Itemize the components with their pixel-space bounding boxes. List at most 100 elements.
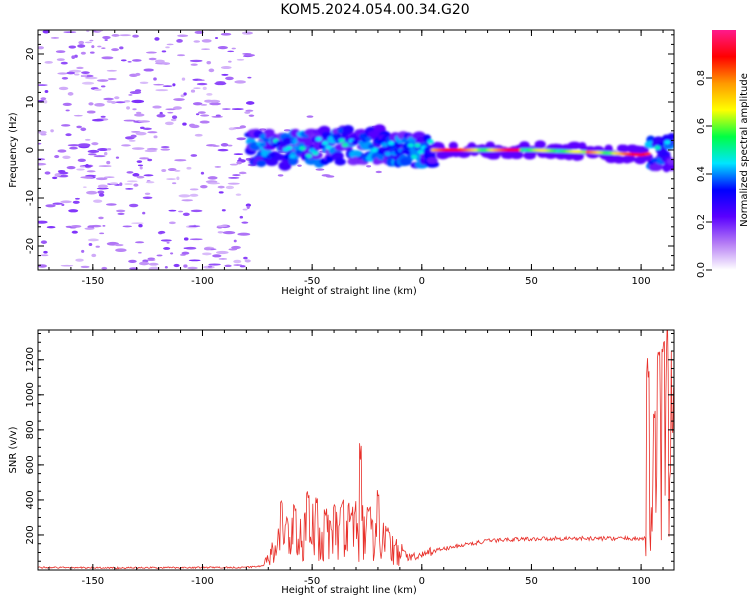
noise-blob	[167, 168, 177, 172]
y-tick-label: 1200	[25, 347, 36, 372]
noise-blob	[50, 129, 54, 133]
noise-blob	[100, 115, 106, 118]
noise-blob	[107, 77, 117, 81]
noise-blob	[54, 173, 62, 177]
noise-blob	[148, 266, 159, 270]
noise-blob	[114, 243, 124, 247]
snr-y-ticks: 200 400 600 800 1000 1200	[25, 333, 674, 571]
noise-blob	[206, 93, 213, 96]
noise-blob	[85, 163, 89, 168]
noise-blob	[366, 165, 372, 168]
noise-blob	[43, 250, 48, 254]
noise-blob	[60, 61, 68, 65]
noise-blob	[161, 50, 167, 53]
noise-blob	[160, 146, 170, 149]
noise-blob	[231, 47, 236, 50]
signal-halo	[334, 158, 346, 166]
signal-core	[651, 157, 658, 163]
noise-blob	[103, 97, 114, 101]
noise-blob	[103, 151, 108, 156]
noise-blob	[38, 142, 42, 145]
noise-blob	[164, 121, 174, 126]
noise-blob	[99, 232, 105, 235]
spectrogram-y-label: Frequency (Hz)	[8, 112, 19, 188]
signal-core	[322, 140, 329, 146]
noise-blob	[54, 155, 60, 159]
noise-blob	[225, 185, 235, 190]
x-tick-label: -100	[191, 576, 214, 587]
noise-blob	[77, 143, 91, 147]
noise-blob	[84, 227, 95, 230]
y-tick-label: 800	[25, 420, 36, 439]
noise-blob	[173, 98, 185, 101]
noise-blob	[45, 204, 56, 208]
noise-blob	[239, 265, 246, 268]
noise-blob	[201, 39, 212, 43]
noise-blob	[91, 253, 97, 258]
signal-core	[427, 139, 434, 144]
noise-blob	[81, 71, 90, 74]
spectrogram-x-ticks: -150 -100 -50 0 50 100	[48, 30, 664, 287]
y-tick-label: 400	[25, 490, 36, 509]
noise-blob	[95, 245, 100, 248]
colorbar-tick-label: 0.6	[696, 118, 707, 134]
noise-blob	[121, 144, 131, 147]
noise-blob	[233, 153, 244, 155]
noise-blob	[225, 76, 234, 81]
noise-blob	[160, 239, 172, 242]
noise-blob	[183, 92, 187, 96]
noise-blob	[239, 171, 247, 175]
x-tick-label: 50	[525, 576, 538, 587]
colorbar-strip	[712, 30, 736, 270]
noise-blob	[178, 194, 191, 198]
noise-blob	[124, 183, 133, 185]
y-tick-label: 1000	[25, 382, 36, 407]
noise-blob	[43, 100, 48, 104]
signal-core	[364, 136, 372, 142]
noise-blob	[80, 265, 90, 269]
noise-blob	[61, 203, 65, 207]
x-tick-label: -100	[191, 276, 214, 287]
noise-blob	[190, 154, 198, 157]
noise-blob	[70, 225, 82, 228]
noise-blob	[92, 199, 103, 203]
signal-halo	[534, 140, 546, 149]
noise-blob	[161, 168, 167, 173]
noise-blob	[80, 127, 87, 132]
noise-blob	[181, 199, 194, 202]
noise-blob	[147, 131, 158, 134]
noise-blob	[209, 102, 222, 106]
noise-blob	[168, 221, 176, 225]
snr-series-line	[38, 330, 674, 570]
noise-blob	[224, 264, 232, 268]
noise-blob	[132, 108, 137, 111]
noise-blob	[189, 238, 203, 241]
signal-halo	[543, 150, 558, 159]
noise-blob	[194, 30, 204, 34]
signal-core	[660, 151, 668, 157]
noise-blob	[44, 61, 53, 64]
noise-blob	[139, 126, 145, 129]
snr-panel: -150 -100 -50 0 50 100 200 400 600 800 1000 1200 H…	[8, 329, 675, 596]
noise-blob	[91, 118, 104, 122]
noise-blob	[98, 193, 105, 197]
signal-core	[384, 151, 391, 157]
noise-blob	[132, 34, 139, 38]
noise-blob	[242, 32, 247, 35]
noise-blob	[233, 264, 243, 266]
y-tick-label: 20	[25, 48, 36, 61]
noise-blob	[153, 77, 157, 81]
noise-blob	[68, 209, 79, 213]
noise-blob	[86, 30, 90, 33]
noise-blob	[245, 203, 252, 207]
signal-core	[331, 133, 339, 139]
noise-blob	[138, 120, 151, 123]
snr-x-ticks: -150 -100 -50 0 50 100	[48, 330, 664, 587]
signal-core	[262, 137, 270, 142]
noise-blob	[138, 251, 142, 254]
noise-blob	[199, 120, 210, 124]
noise-blob	[143, 174, 154, 177]
noise-blob	[171, 115, 178, 119]
noise-blob	[241, 221, 249, 224]
